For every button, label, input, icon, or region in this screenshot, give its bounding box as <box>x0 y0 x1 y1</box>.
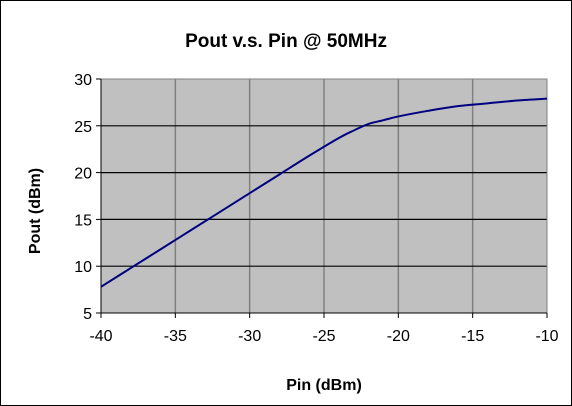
x-tick-labels: -40 -35 -30 -25 -20 -15 -10 <box>89 328 558 345</box>
chart-title: Pout v.s. Pin @ 50MHz <box>185 31 387 52</box>
x-tick-label: -15 <box>461 328 484 345</box>
horizontal-gridlines <box>101 125 547 267</box>
y-tick-label: 10 <box>74 259 92 276</box>
y-tick-label: 15 <box>74 212 92 229</box>
tick-marks <box>96 78 548 318</box>
y-tick-label: 5 <box>83 306 92 323</box>
series-line <box>100 97 548 288</box>
x-tick-label: -40 <box>89 328 112 345</box>
x-tick-label: -30 <box>238 328 261 345</box>
series-group <box>100 97 548 288</box>
y-axis-title: Pout (dBm) <box>27 168 44 254</box>
x-tick-label: -35 <box>164 328 187 345</box>
y-tick-label: 25 <box>74 119 92 136</box>
vertical-gridlines <box>174 79 474 313</box>
y-tick-label: 20 <box>74 166 92 183</box>
x-tick-label: -20 <box>387 328 410 345</box>
y-tick-labels: 5 10 15 20 25 30 <box>74 72 92 323</box>
y-tick-label: 30 <box>74 72 92 89</box>
x-axis-title: Pin (dBm) <box>286 377 362 394</box>
x-tick-label: -10 <box>535 328 558 345</box>
x-tick-label: -25 <box>312 328 335 345</box>
